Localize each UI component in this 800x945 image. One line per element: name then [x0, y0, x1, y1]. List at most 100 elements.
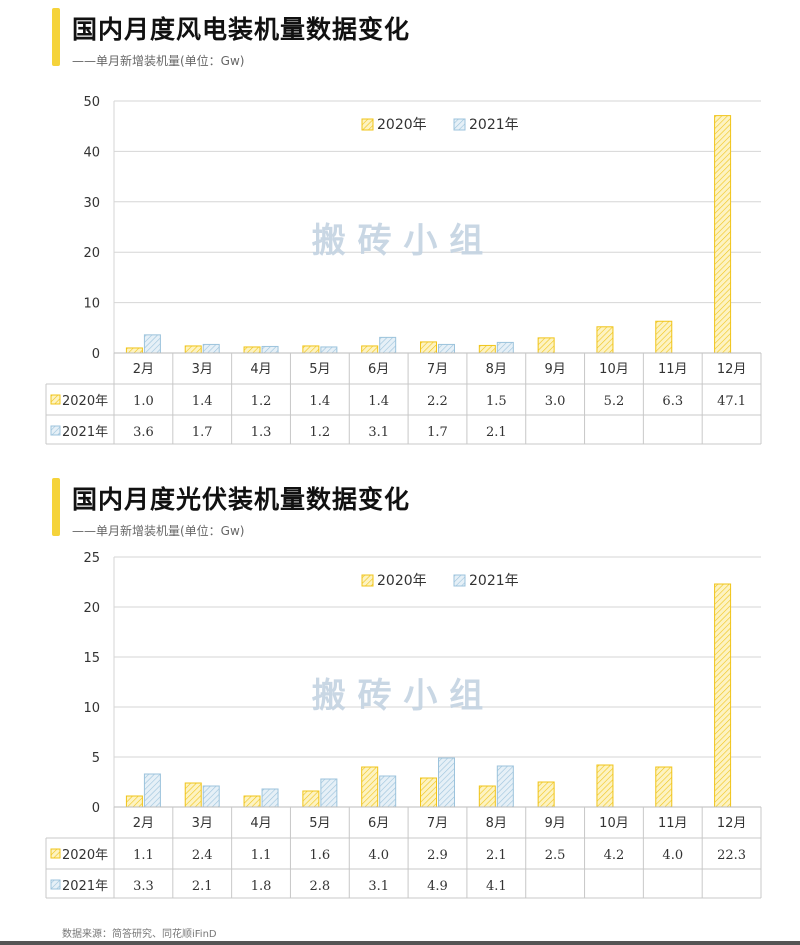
y-tick-label: 5	[92, 751, 100, 766]
bar-2021-6	[379, 775, 397, 808]
bar-2021-3	[202, 785, 220, 808]
bar-2020-11	[655, 766, 673, 808]
x-tick-label: 10月	[599, 816, 629, 831]
x-tick-label: 2月	[133, 816, 154, 831]
x-tick-label: 2月	[133, 362, 154, 377]
bar-2020-10	[596, 764, 614, 808]
table-row-label: 2021年	[62, 879, 108, 894]
bar-2020-5	[302, 345, 320, 354]
data-label: 1.4	[310, 394, 331, 409]
legend-label-2020: 2020年	[377, 117, 427, 133]
table-row-label: 2021年	[62, 425, 108, 440]
data-label: 1.5	[486, 394, 507, 409]
solar-bar-chart: 0 5 10 15 20 25 搬 砖 小 组 2020年 2021年 2月 3月 4月 5月 6月 7月 8…	[45, 551, 762, 899]
bar-2021-5	[320, 346, 338, 354]
bar-2020-5	[302, 790, 320, 808]
bar-2021-4	[261, 345, 279, 354]
bar-2021-5	[320, 778, 338, 808]
y-tick-label: 10	[83, 297, 100, 312]
data-label: 6.3	[662, 394, 683, 409]
legend-label-2020: 2020年	[377, 573, 427, 589]
data-label: 2.4	[192, 848, 213, 863]
legend-swatch-2021	[453, 118, 466, 131]
data-label: 1.7	[192, 425, 213, 440]
x-tick-label: 8月	[486, 816, 507, 831]
title-accent-bar	[52, 8, 60, 66]
data-label: 3.6	[133, 425, 154, 440]
y-tick-label: 10	[83, 701, 100, 716]
y-tick-label: 50	[83, 95, 100, 110]
data-label: 1.4	[192, 394, 213, 409]
bar-2021-2	[143, 773, 161, 808]
bar-2021-7	[438, 757, 455, 808]
y-tick-label: 25	[83, 551, 100, 566]
bar-2020-8	[478, 785, 496, 808]
bar-2021-8	[496, 765, 514, 808]
x-tick-label: 11月	[658, 362, 688, 377]
data-label: 3.1	[368, 879, 389, 894]
bar-2020-10	[596, 326, 614, 354]
bar-2020-6	[361, 345, 379, 354]
x-tick-label: 9月	[544, 816, 565, 831]
table-row-swatch	[50, 425, 61, 436]
x-tick-label: 8月	[486, 362, 507, 377]
y-tick-label: 40	[83, 145, 100, 160]
bar-2020-2	[125, 347, 143, 354]
chart-subtitle: ——单月新增装机量(单位：Gw)	[72, 54, 245, 68]
y-tick-label: 0	[92, 801, 100, 816]
watermark: 搬 砖 小 组	[312, 676, 484, 716]
bar-2020-9	[537, 337, 555, 354]
x-tick-label: 5月	[309, 816, 330, 831]
bar-2021-4	[261, 788, 279, 808]
data-label: 2.9	[427, 848, 448, 863]
bar-2020-7	[420, 777, 437, 808]
bar-2020-4	[243, 795, 261, 808]
data-label: 4.9	[427, 879, 448, 894]
x-tick-label: 7月	[427, 816, 448, 831]
data-label: 1.1	[133, 848, 154, 863]
y-tick-label: 0	[92, 347, 100, 362]
x-tick-label: 3月	[192, 816, 213, 831]
data-label: 3.1	[368, 425, 389, 440]
data-label: 1.2	[251, 394, 272, 409]
data-label: 2.1	[486, 425, 507, 440]
data-source-note: 数据来源：简答研究、同花顺iFinD	[62, 929, 217, 940]
bar-2021-3	[202, 343, 220, 354]
data-label: 3.0	[545, 394, 566, 409]
data-label: 2.8	[310, 879, 331, 894]
data-label: 47.1	[717, 394, 746, 409]
table-row-label: 2020年	[62, 394, 108, 409]
bar-2020-4	[243, 346, 261, 354]
data-label: 22.3	[717, 848, 746, 863]
bottom-border	[0, 941, 800, 945]
data-label: 1.2	[310, 425, 331, 440]
table-row-swatch	[50, 879, 61, 890]
x-tick-label: 10月	[599, 362, 629, 377]
data-label: 2.2	[427, 394, 448, 409]
x-tick-label: 6月	[368, 362, 389, 377]
data-label: 1.1	[251, 848, 272, 863]
bar-2021-2	[143, 334, 161, 354]
bar-2020-3	[184, 782, 202, 808]
data-label: 1.0	[133, 394, 154, 409]
bar-2021-6	[379, 336, 397, 354]
data-label: 5.2	[604, 394, 625, 409]
title-accent-bar	[52, 478, 60, 536]
legend-label-2021: 2021年	[469, 573, 519, 589]
x-tick-label: 4月	[250, 362, 271, 377]
data-label: 2.5	[545, 848, 566, 863]
wind-bar-chart: 0 10 20 30 40 50 搬 砖 小 组 2020年 2021年 2月 3月 4月 5月 6月 7月…	[45, 95, 762, 445]
data-label: 2.1	[486, 848, 507, 863]
data-label: 4.0	[368, 848, 389, 863]
chart-subtitle: ——单月新增装机量(单位：Gw)	[72, 524, 245, 538]
x-tick-label: 4月	[250, 816, 271, 831]
x-tick-label: 12月	[717, 816, 747, 831]
data-label: 2.1	[192, 879, 213, 894]
table-row-swatch	[50, 394, 61, 405]
bar-2020-12	[714, 583, 732, 808]
data-label: 1.8	[251, 879, 272, 894]
bar-2020-12	[714, 115, 732, 354]
data-label: 4.1	[486, 879, 507, 894]
chart-title: 国内月度风电装机量数据变化	[72, 15, 411, 44]
legend-swatch-2021	[453, 574, 466, 587]
